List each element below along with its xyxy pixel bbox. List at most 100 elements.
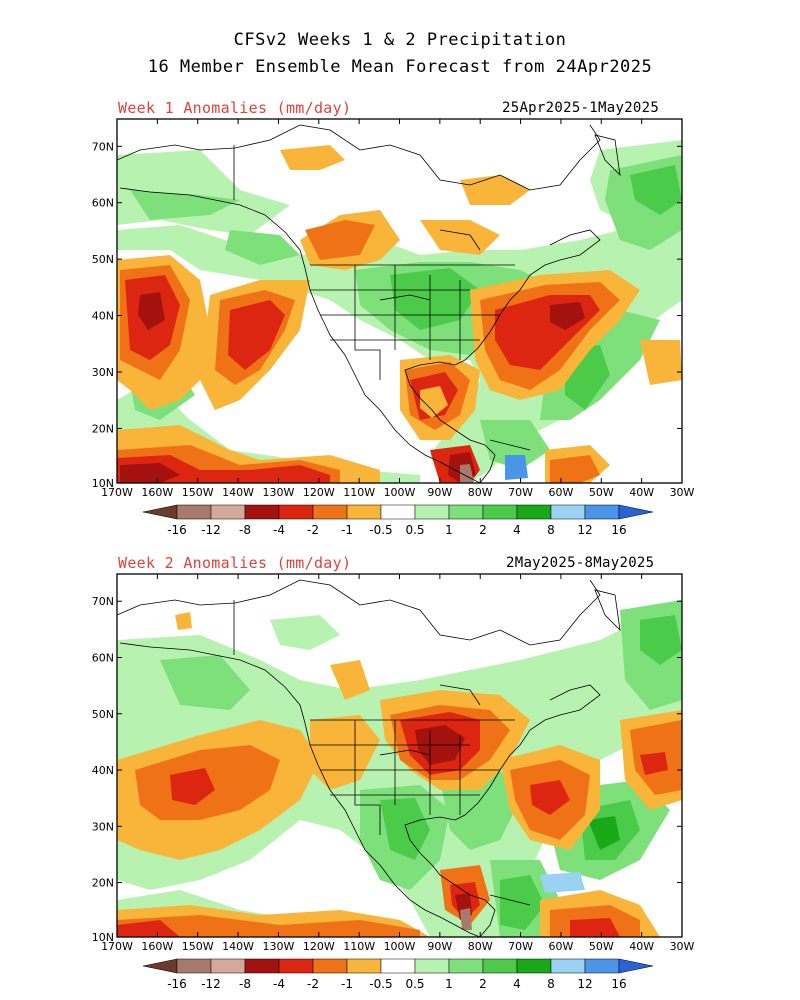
week2-lon-label: 110W <box>343 940 375 953</box>
week1-lon-label: 50W <box>589 486 614 499</box>
week1-colorbar-swatch <box>176 504 212 520</box>
week2-lat-label: 10N <box>92 931 114 944</box>
week1-colorbar-swatch <box>346 504 382 520</box>
week1-lon-label: 90W <box>427 486 452 499</box>
week2-lon-label: 90W <box>427 940 452 953</box>
week2-colorbar-swatch <box>176 958 212 974</box>
week1-colorbar-swatch <box>312 504 348 520</box>
week2-colorbar-swatch <box>312 958 348 974</box>
week2-lat-label: 20N <box>92 877 114 890</box>
week1-colorbar-swatch <box>380 504 416 520</box>
week2-colorbar-label: 8 <box>547 977 555 991</box>
week2-colorbar-label: 2 <box>479 977 487 991</box>
week1-lon-label: 170W <box>101 486 133 499</box>
week2-colorbar-label: -1 <box>341 977 353 991</box>
week2-lon-label: 30W <box>670 940 695 953</box>
week1-lat-label: 70N <box>92 140 114 153</box>
week1-lon-label: 130W <box>262 486 294 499</box>
week1-colorbar-swatch <box>244 504 280 520</box>
week2-colorbar-swatch <box>210 958 246 974</box>
week2-lon-label: 80W <box>468 940 493 953</box>
week2-colorbar-label: -8 <box>239 977 251 991</box>
week1-colorbar-label: -16 <box>167 523 187 537</box>
week2-lat-label: 60N <box>92 651 114 664</box>
week1-lon-label: 40W <box>629 486 654 499</box>
week1-date-range: 25Apr2025-1May2025 <box>502 100 660 116</box>
week2-lat-label: 40N <box>92 764 114 777</box>
week1-colorbar-label: 0.5 <box>405 523 424 537</box>
week1-lon-label: 150W <box>182 486 214 499</box>
week2-panel-title: Week 2 Anomalies (mm/day) <box>118 554 352 572</box>
week1-colorbar-swatch <box>482 504 518 520</box>
week2-colorbar-swatch <box>244 958 280 974</box>
week1-anomaly-field <box>117 140 682 483</box>
week1-lon-label: 30W <box>670 486 695 499</box>
week1-colorbar-arrow-low <box>142 504 178 520</box>
week2-lon-label: 160W <box>141 940 173 953</box>
week2-colorbar-swatch <box>482 958 518 974</box>
week2-lat-label: 70N <box>92 595 114 608</box>
week2-colorbar-label: -0.5 <box>369 977 392 991</box>
week2-lat-label: 30N <box>92 820 114 833</box>
week2-colorbar-swatch <box>346 958 382 974</box>
week1-colorbar-arrow-high <box>618 504 654 520</box>
week1-colorbar-swatch <box>550 504 586 520</box>
week1-colorbar-label: 12 <box>577 523 592 537</box>
week1-colorbar-label: -4 <box>273 523 285 537</box>
week1-colorbar-swatch <box>210 504 246 520</box>
week1-colorbar-label: -0.5 <box>369 523 392 537</box>
chart-title-line2: 16 Member Ensemble Mean Forecast from 24… <box>147 57 653 77</box>
week1-colorbar-swatch <box>278 504 314 520</box>
week2-colorbar-label: -2 <box>307 977 319 991</box>
colorbar-layer: -16 -12 -8 -4 -2 -1 -0.5 0.5 1 2 4 8 12 16-16 -12 -8 -4-… <box>142 504 654 991</box>
week1-map <box>116 118 683 484</box>
week2-colorbar-label: 12 <box>577 977 592 991</box>
week2-colorbar-label: 4 <box>513 977 521 991</box>
week2-anomaly-field <box>117 600 682 937</box>
week2-lon-label: 140W <box>222 940 254 953</box>
week1-lon-label: 120W <box>303 486 335 499</box>
week2-colorbar-arrow-low <box>142 958 178 974</box>
week2-colorbar-label: -16 <box>167 977 187 991</box>
week1-lat-label: 20N <box>92 422 114 435</box>
week1-colorbar-swatch <box>516 504 552 520</box>
week2-lon-label: 130W <box>262 940 294 953</box>
week2-lon-label: 100W <box>384 940 416 953</box>
week2-lon-label: 50W <box>589 940 614 953</box>
week1-lat-label: 40N <box>92 310 114 323</box>
week2-map <box>116 573 683 938</box>
week1-colorbar-swatch <box>584 504 620 520</box>
week1-lon-label: 80W <box>468 486 493 499</box>
week1-colorbar-label: 16 <box>611 523 626 537</box>
week1-colorbar-label: -1 <box>341 523 353 537</box>
week1-colorbar-label: 2 <box>479 523 487 537</box>
week2-lon-label: 40W <box>629 940 654 953</box>
week2-colorbar-swatch <box>516 958 552 974</box>
week1-coastlines <box>117 124 621 483</box>
chart-title-line1: CFSv2 Weeks 1 & 2 Precipitation <box>233 30 567 50</box>
week1-colorbar-label: 8 <box>547 523 555 537</box>
week1-lon-label: 160W <box>141 486 173 499</box>
week1-panel-title: Week 1 Anomalies (mm/day) <box>118 99 352 117</box>
week2-lon-label: 70W <box>508 940 533 953</box>
week1-lat-label: 10N <box>92 477 114 490</box>
week1-colorbar-label: -12 <box>201 523 221 537</box>
week2-colorbar-label: 1 <box>445 977 453 991</box>
week1-colorbar-label: 4 <box>513 523 521 537</box>
week1-colorbar-label: -2 <box>307 523 319 537</box>
week2-coastlines <box>117 579 621 937</box>
week2-lon-label: 170W <box>101 940 133 953</box>
week1-lon-label: 60W <box>548 486 573 499</box>
week1-colorbar-label: -8 <box>239 523 251 537</box>
week1-lon-label: 70W <box>508 486 533 499</box>
week1-lat-label: 60N <box>92 197 114 210</box>
week2-colorbar-label: 0.5 <box>405 977 424 991</box>
week1-colorbar-label: 1 <box>445 523 453 537</box>
week2-colorbar-swatch <box>550 958 586 974</box>
week2-colorbar-label: -12 <box>201 977 221 991</box>
week2-lat-label: 50N <box>92 708 114 721</box>
week1-colorbar-swatch <box>448 504 484 520</box>
week2-colorbar-swatch <box>414 958 450 974</box>
